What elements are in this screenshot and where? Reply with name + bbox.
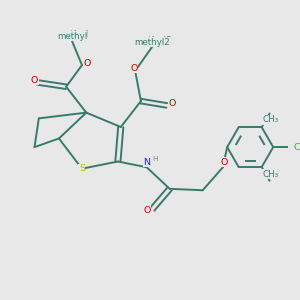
Text: O: O (83, 59, 91, 68)
Text: O: O (144, 206, 151, 215)
Text: methyl: methyl (57, 32, 87, 41)
Text: CH₃: CH₃ (263, 115, 279, 124)
Text: O: O (220, 158, 228, 166)
Text: S: S (79, 164, 85, 173)
Text: Cl: Cl (294, 142, 300, 152)
Text: O: O (168, 100, 176, 109)
Text: methyl2: methyl2 (134, 38, 170, 47)
Text: methyl2: methyl2 (133, 36, 172, 45)
Text: methyl: methyl (55, 30, 88, 39)
Text: N: N (143, 158, 150, 166)
Text: O: O (130, 64, 137, 73)
Text: O: O (31, 76, 38, 85)
Text: CH₃: CH₃ (263, 170, 279, 179)
Text: H: H (152, 156, 158, 162)
